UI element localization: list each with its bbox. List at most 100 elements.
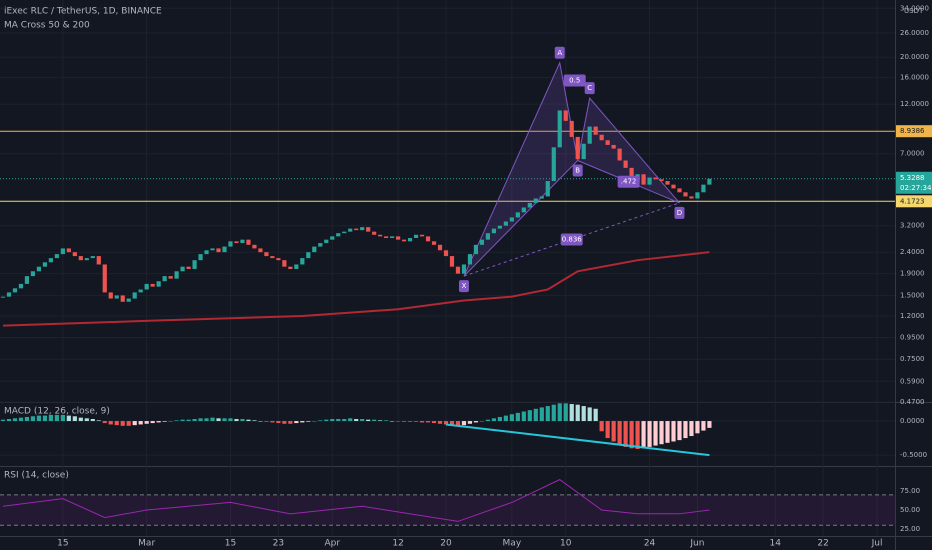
macd-bar — [605, 421, 610, 439]
macd-bar — [491, 418, 496, 422]
candle — [425, 236, 431, 242]
macd-bar — [503, 415, 508, 422]
macd-bar — [222, 418, 227, 422]
candle — [342, 231, 347, 234]
candle — [611, 144, 616, 149]
y-tick-label: 34.0000 — [900, 4, 929, 12]
macd-bar — [318, 420, 323, 422]
candle — [384, 236, 389, 238]
macd-bar — [90, 419, 95, 422]
macd-bar — [671, 421, 676, 442]
pattern-point-tag — [674, 206, 685, 219]
candle — [150, 283, 155, 287]
candle — [695, 192, 700, 199]
candle — [491, 228, 496, 234]
macd-bar — [407, 421, 413, 422]
candle — [677, 188, 682, 193]
macd-bar — [647, 421, 652, 447]
macd-bar — [30, 416, 36, 422]
candle — [641, 174, 646, 185]
macd-bar — [252, 420, 257, 422]
candle — [288, 266, 293, 269]
macd-bar — [72, 416, 77, 422]
candle — [180, 266, 185, 272]
macd-bar — [120, 421, 125, 426]
macd-bar — [402, 421, 407, 422]
candle — [294, 264, 299, 269]
candle — [312, 246, 317, 253]
pattern-point-tag — [572, 164, 583, 177]
candle — [0, 296, 6, 298]
macd-bar — [180, 419, 185, 422]
candle — [264, 252, 269, 257]
macd-bar — [557, 403, 562, 422]
candle — [72, 252, 77, 257]
level-tag — [896, 195, 932, 208]
macd-bar — [12, 418, 18, 422]
indicator-label: MA Cross 50 & 200 — [4, 21, 90, 31]
candle — [629, 167, 634, 183]
macd-bar — [84, 418, 89, 422]
candle — [36, 266, 42, 272]
candle — [503, 221, 508, 226]
candle — [102, 264, 107, 293]
candle — [575, 136, 580, 160]
x-tick-label: 20 — [440, 539, 452, 549]
pattern-leg — [463, 202, 680, 277]
pattern-point-label: B — [575, 167, 580, 175]
candle — [545, 181, 550, 197]
macd-bar — [288, 421, 293, 424]
macd-bar — [378, 420, 383, 422]
candle — [605, 140, 610, 145]
y-tick-label: 26.0000 — [900, 29, 929, 37]
candle — [659, 179, 664, 182]
macd-bar — [78, 417, 83, 422]
macd-bar — [192, 419, 197, 422]
macd-bar — [126, 421, 131, 426]
pattern-point-label: C — [587, 84, 592, 92]
candle — [192, 260, 197, 269]
macd-bar — [575, 404, 580, 422]
candle — [48, 258, 53, 263]
macd-bar — [653, 421, 658, 446]
rsi-band — [0, 494, 895, 526]
candle — [539, 196, 544, 199]
macd-bar — [210, 417, 215, 422]
y-tick-label: 0.5900 — [900, 377, 925, 385]
currency: USDT — [904, 7, 924, 15]
candle — [42, 262, 47, 267]
macd-bar — [162, 421, 167, 422]
macd-bar — [204, 418, 209, 422]
candle — [437, 244, 443, 251]
candle — [396, 236, 401, 240]
last-price-label: 5.3288 — [900, 174, 925, 182]
macd-bar — [437, 421, 443, 424]
y-tick-label: 12.0000 — [900, 100, 929, 108]
candle — [108, 292, 113, 299]
macd-bar — [641, 421, 646, 449]
macd-bar — [449, 421, 455, 426]
macd-bar — [593, 408, 598, 422]
candle — [461, 264, 467, 274]
macd-bar — [587, 407, 592, 422]
candle — [647, 177, 652, 185]
candle — [402, 239, 407, 242]
macd-bar — [360, 419, 365, 422]
x-tick-label: 15 — [57, 539, 68, 549]
macd-bar — [102, 421, 107, 424]
macd-bar — [96, 420, 101, 422]
candle — [372, 231, 377, 235]
macd-bar — [270, 421, 275, 423]
x-tick-label: 15 — [225, 539, 236, 549]
macd-bar — [413, 421, 419, 422]
candle — [707, 178, 712, 185]
candle — [593, 126, 598, 135]
candle — [683, 192, 688, 197]
candle — [330, 236, 335, 240]
trend-line — [445, 423, 710, 457]
candle — [156, 281, 161, 287]
candle — [563, 110, 568, 121]
x-tick-label: 23 — [273, 539, 284, 549]
y-tick-label: 1.5000 — [900, 291, 925, 299]
